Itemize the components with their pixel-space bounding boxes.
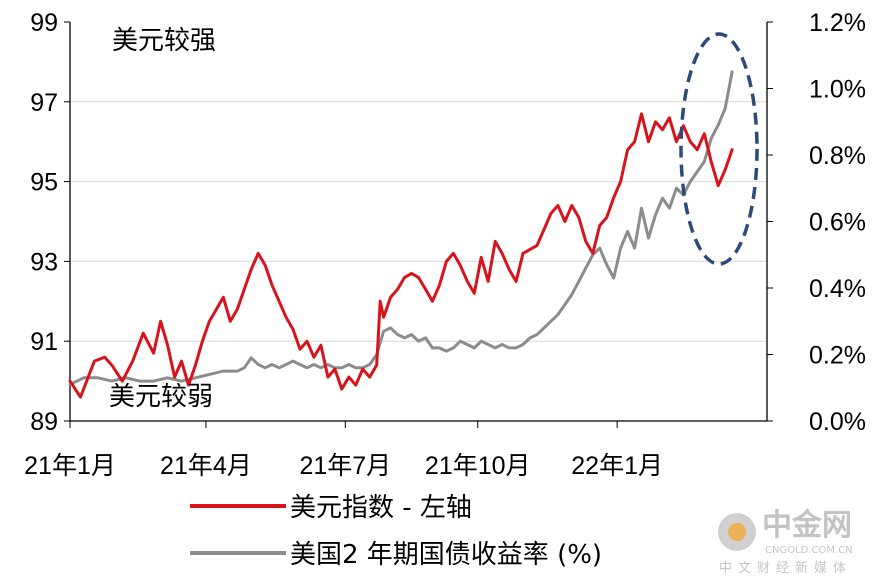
- watermark: 中金网 CNGOLD.COM.CN 中文财经新媒体: [718, 508, 853, 576]
- watermark-brand: 中金网: [762, 508, 852, 543]
- x-tick-label: 21年7月: [299, 452, 391, 480]
- right-tick-label: 1.2%: [809, 9, 866, 37]
- annotation-bottom: 美元较弱: [109, 382, 213, 412]
- legend-label-dxy: 美元指数 - 左轴: [290, 493, 472, 523]
- watermark-url: CNGOLD.COM.CN: [765, 545, 853, 556]
- highlight-ellipse: [679, 32, 759, 266]
- left-tick-label: 97: [30, 89, 58, 117]
- right-tick-label: 0.0%: [809, 408, 866, 436]
- x-tick-label: 21年4月: [160, 452, 252, 480]
- x-tick-label: 22年1月: [571, 452, 663, 480]
- legend: 美元指数 - 左轴 美国2 年期国债收益率 (%): [190, 493, 602, 570]
- right-tick-label: 0.8%: [809, 142, 866, 170]
- gridlines: [70, 101, 767, 342]
- right-tick-label: 1.0%: [809, 76, 866, 104]
- legend-label-us2y: 美国2 年期国债收益率 (%): [290, 540, 602, 570]
- x-tick-label: 21年10月: [425, 452, 531, 480]
- watermark-logo-inner-icon: [728, 523, 746, 541]
- axes: [69, 22, 768, 422]
- series-line-dxy: [68, 112, 734, 399]
- left-tick-label: 89: [30, 408, 58, 436]
- tick-labels: 89 91 93 95 97 99 0.0% 0.2% 0.4% 0.6% 0.8% 1.0% 1.2%…: [24, 9, 866, 480]
- series-line-us2y: [68, 70, 734, 386]
- watermark-tagline: 中文财经新媒体: [719, 560, 852, 576]
- left-tick-label: 95: [30, 169, 58, 197]
- right-tick-label: 0.2%: [809, 342, 866, 370]
- left-tick-label: 93: [30, 248, 58, 276]
- left-tick-label: 91: [30, 328, 58, 356]
- x-tick-label: 21年1月: [24, 452, 116, 480]
- right-tick-label: 0.6%: [809, 209, 866, 237]
- right-tick-label: 0.4%: [809, 275, 866, 303]
- annotation-top: 美元较强: [112, 26, 216, 56]
- left-tick-label: 99: [30, 9, 58, 37]
- series-lines: [68, 70, 734, 399]
